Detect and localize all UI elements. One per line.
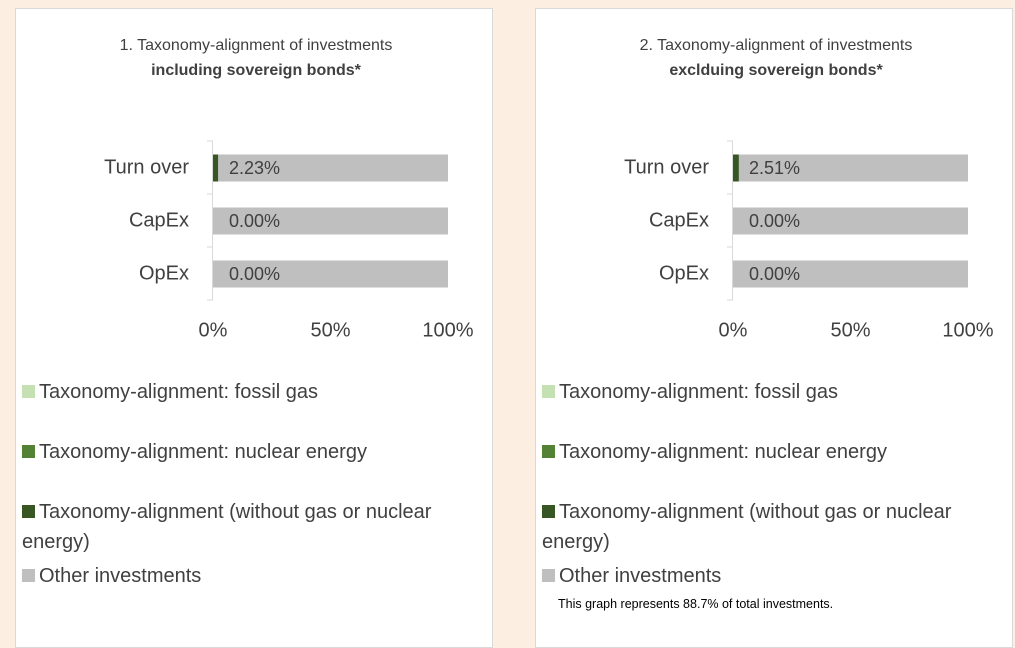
legend-swatch xyxy=(542,505,555,518)
legend-label: Taxonomy-alignment (without gas or nucle… xyxy=(542,501,952,553)
chart: 1. Taxonomy-alignment of investments incl… xyxy=(104,37,474,341)
x-tick-label: 50% xyxy=(830,319,870,341)
data-label: 0.00% xyxy=(749,211,800,231)
legend-item: Taxonomy-alignment: nuclear energy xyxy=(22,437,452,467)
bar-segment xyxy=(213,207,448,235)
legend-item: Taxonomy-alignment: nuclear energy xyxy=(542,437,972,467)
x-tick-label: 50% xyxy=(310,319,350,341)
legend-label: Other investments xyxy=(559,565,722,587)
legend-swatch xyxy=(22,505,35,518)
legend-label: Taxonomy-alignment: nuclear energy xyxy=(559,441,887,463)
chart-panel: 1. Taxonomy-alignment of investments incl… xyxy=(15,8,493,648)
chart-title: 2. Taxonomy-alignment of investments xyxy=(640,37,913,54)
bar-segment xyxy=(218,154,448,182)
x-tick-label: 0% xyxy=(199,319,228,341)
legend-swatch xyxy=(22,385,35,398)
chart: 2. Taxonomy-alignment of investments excl… xyxy=(624,37,994,341)
bar-segment xyxy=(733,154,739,182)
bar-segment xyxy=(738,154,968,182)
legend-label: Taxonomy-alignment: fossil gas xyxy=(559,381,839,403)
data-label: 2.23% xyxy=(229,158,280,178)
legend-label: Taxonomy-alignment: nuclear energy xyxy=(39,441,367,463)
legend-label: Taxonomy-alignment: fossil gas xyxy=(39,381,319,403)
y-tick-label: CapEx xyxy=(649,209,709,231)
x-tick-label: 100% xyxy=(942,319,993,341)
legend-item: Other investments xyxy=(22,561,452,591)
y-tick-label: OpEx xyxy=(659,262,709,284)
bar-segment xyxy=(733,207,968,235)
legend-item: Taxonomy-alignment (without gas or nucle… xyxy=(22,497,452,557)
x-tick-label: 100% xyxy=(422,319,473,341)
y-tick-label: Turn over xyxy=(104,156,189,178)
legend-item: Taxonomy-alignment (without gas or nucle… xyxy=(542,497,972,557)
annotation: This graph represents 88.7% of total inv… xyxy=(558,597,834,611)
chart-subtitle: including sovereign bonds* xyxy=(151,62,362,79)
bar-segment xyxy=(213,260,448,288)
data-label: 0.00% xyxy=(229,264,280,284)
chart-subtitle: exclduing sovereign bonds* xyxy=(669,62,883,79)
data-label: 0.00% xyxy=(749,264,800,284)
legend-swatch xyxy=(542,385,555,398)
x-tick-label: 0% xyxy=(719,319,748,341)
legend-item: Taxonomy-alignment: fossil gas xyxy=(22,377,452,407)
data-label: 0.00% xyxy=(229,211,280,231)
legend-item: Taxonomy-alignment: fossil gas xyxy=(542,377,972,407)
legend-item: Other investments xyxy=(542,561,972,591)
bar-segment xyxy=(733,260,968,288)
data-label: 2.51% xyxy=(749,158,800,178)
legend-label: Taxonomy-alignment (without gas or nucle… xyxy=(22,501,432,553)
y-tick-label: Turn over xyxy=(624,156,709,178)
bar-segment xyxy=(213,154,219,182)
legend-swatch xyxy=(22,569,35,582)
chart-title: 1. Taxonomy-alignment of investments xyxy=(120,37,393,54)
legend-swatch xyxy=(542,569,555,582)
y-tick-label: OpEx xyxy=(139,262,189,284)
legend-swatch xyxy=(22,445,35,458)
legend-label: Other investments xyxy=(39,565,202,587)
chart-panel: 2. Taxonomy-alignment of investments excl… xyxy=(535,8,1013,648)
y-tick-label: CapEx xyxy=(129,209,189,231)
legend-swatch xyxy=(542,445,555,458)
